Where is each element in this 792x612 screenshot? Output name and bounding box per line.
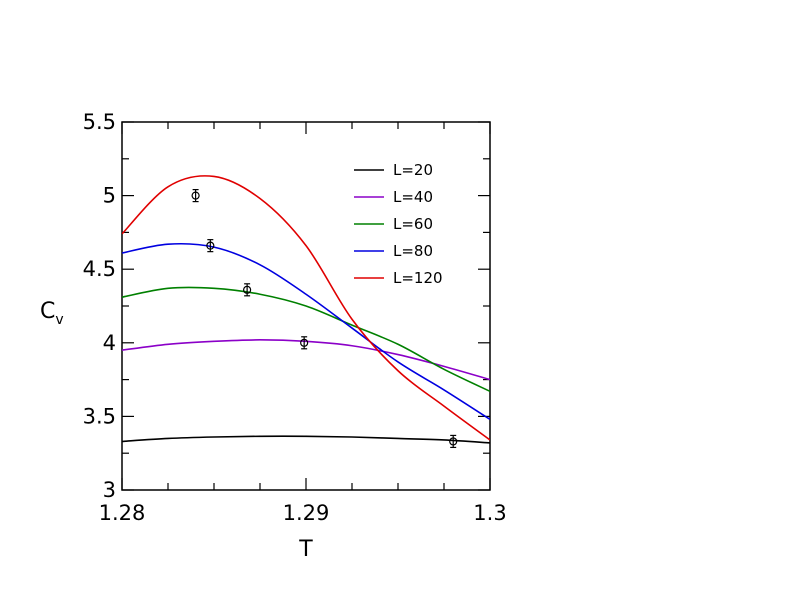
series-line-l-20 xyxy=(122,435,490,444)
x-tick-label: 1.3 xyxy=(473,501,506,525)
y-axis-title-sub: v xyxy=(55,312,63,328)
data-point xyxy=(449,434,458,449)
x-tick-label: 1.29 xyxy=(283,501,330,525)
y-axis-title-main: C xyxy=(40,299,55,324)
x-tick-label: 1.28 xyxy=(99,501,146,525)
legend-item: L=80 xyxy=(354,242,433,260)
legend-label: L=40 xyxy=(393,188,433,206)
legend-label: L=120 xyxy=(393,269,443,287)
legend-label: L=20 xyxy=(393,161,433,179)
legend-label: L=80 xyxy=(393,242,433,260)
y-axis-title: Cv xyxy=(40,299,64,328)
y-tick-label: 5.5 xyxy=(83,110,116,134)
data-point xyxy=(191,189,200,203)
legend-item: L=60 xyxy=(354,215,433,233)
axis-ticks xyxy=(121,121,491,491)
legend-item: L=40 xyxy=(354,188,433,206)
y-tick-label: 5 xyxy=(103,184,116,208)
series-line-l-120 xyxy=(122,175,490,441)
y-tick-label: 4 xyxy=(103,331,116,355)
data-point xyxy=(206,239,215,253)
legend-label: L=60 xyxy=(393,215,433,233)
axis-tick-labels: 1.28 1.29 1.3 3 3.5 4 4.5 5 5.5 xyxy=(83,110,507,525)
legend-item: L=20 xyxy=(354,161,433,179)
legend: L=20 L=40 L=60 L=80 L=120 xyxy=(354,161,443,287)
series-line-l-80 xyxy=(122,242,490,421)
y-tick-label: 3.5 xyxy=(83,404,116,428)
series-line-l-60 xyxy=(122,286,490,393)
series-lines xyxy=(122,175,490,444)
x-axis-title: T xyxy=(298,537,313,562)
y-tick-label: 3 xyxy=(103,478,116,502)
data-points xyxy=(191,189,458,449)
data-point xyxy=(243,283,252,297)
legend-item: L=120 xyxy=(354,269,443,287)
y-tick-label: 4.5 xyxy=(83,257,116,281)
data-point xyxy=(300,336,309,350)
